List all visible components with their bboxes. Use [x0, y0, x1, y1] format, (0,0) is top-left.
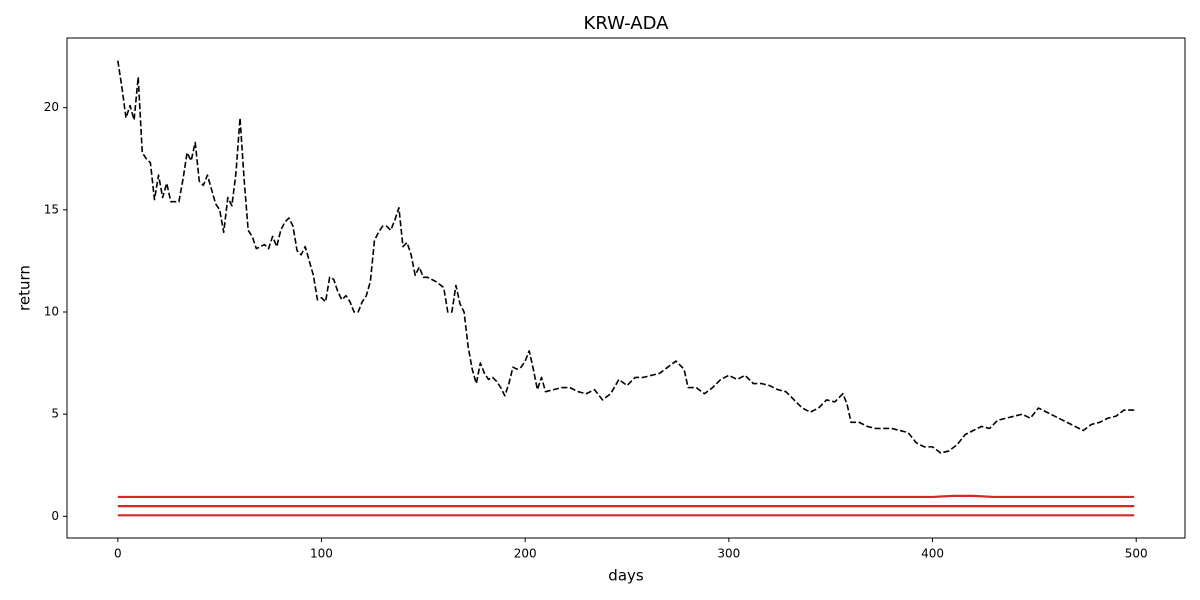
y-tick-label: 5 [51, 407, 59, 421]
y-tick-label: 10 [44, 305, 59, 319]
x-tick-label: 100 [310, 547, 333, 561]
data-line [117, 494, 1135, 499]
x-tick-label: 0 [114, 547, 122, 561]
chart-title: KRW-ADA [584, 13, 670, 34]
data-line [117, 60, 1135, 454]
x-tick-label: 200 [514, 547, 537, 561]
y-axis-label: return [16, 265, 34, 311]
y-tick-label: 15 [44, 202, 59, 216]
x-axis-label: days [608, 567, 644, 585]
y-tick-label: 20 [44, 100, 59, 114]
x-tick-label: 300 [717, 547, 740, 561]
x-tick-label: 400 [921, 547, 944, 561]
x-tick-label: 500 [1125, 547, 1148, 561]
y-tick-label: 0 [51, 509, 59, 523]
plot-frame [66, 37, 1186, 539]
